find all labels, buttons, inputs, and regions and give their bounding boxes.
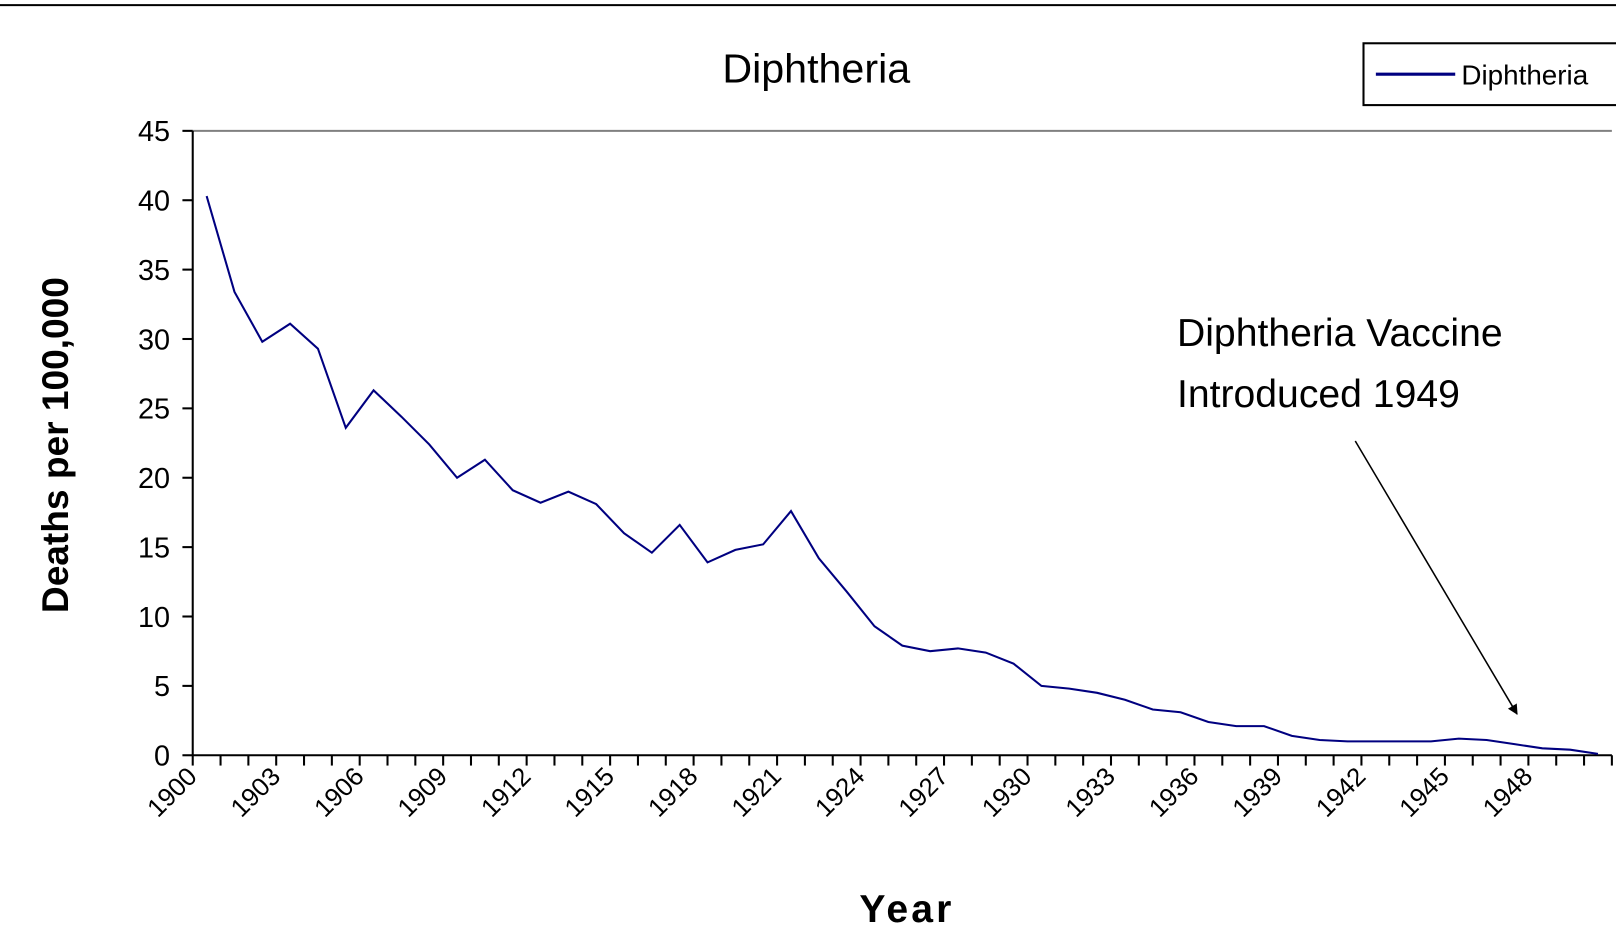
y-tick-label: 45 [138,116,170,148]
x-tick-label: 1921 [727,762,787,822]
chart-title: Diphtheria [722,45,910,91]
x-tick-label: 1927 [894,762,954,822]
x-axis-title: Year [859,888,954,931]
x-tick-label: 1924 [810,762,870,822]
x-tick-label: 1930 [977,762,1037,822]
annotation-arrow [1354,440,1518,715]
y-tick-label: 25 [138,394,170,426]
x-tick-label: 1903 [226,762,286,822]
y-tick-label: 35 [138,255,170,287]
x-tick-label: 1909 [393,762,453,822]
x-tick-label: 1900 [142,762,202,822]
annotation: Introduced 1949 [1177,373,1460,416]
y-tick-label: 30 [138,324,170,356]
y-tick-label: 20 [138,463,170,495]
legend-label: Diphtheria [1461,59,1588,90]
x-tick-label: 1939 [1228,762,1288,822]
x-tick-label: 1912 [476,762,536,822]
x-tick-label: 1915 [560,762,620,822]
x-tick-label: 1933 [1061,762,1121,822]
x-tick-label: 1936 [1144,762,1204,822]
y-tick-label: 15 [138,532,170,564]
y-tick-label: 0 [154,741,170,773]
y-tick-label: 40 [138,186,170,218]
x-tick-label: 1942 [1311,762,1371,822]
x-tick-label: 1918 [643,762,703,822]
x-tick-label: 1948 [1478,762,1538,822]
x-tick-label: 1945 [1395,762,1455,822]
series-line [205,195,1599,755]
y-tick-label: 5 [154,671,170,703]
annotation: Diphtheria Vaccine [1177,312,1503,355]
y-tick-label: 10 [138,602,170,634]
y-axis-title: Deaths per 100,000 [34,277,76,613]
x-tick-label: 1906 [309,762,369,822]
